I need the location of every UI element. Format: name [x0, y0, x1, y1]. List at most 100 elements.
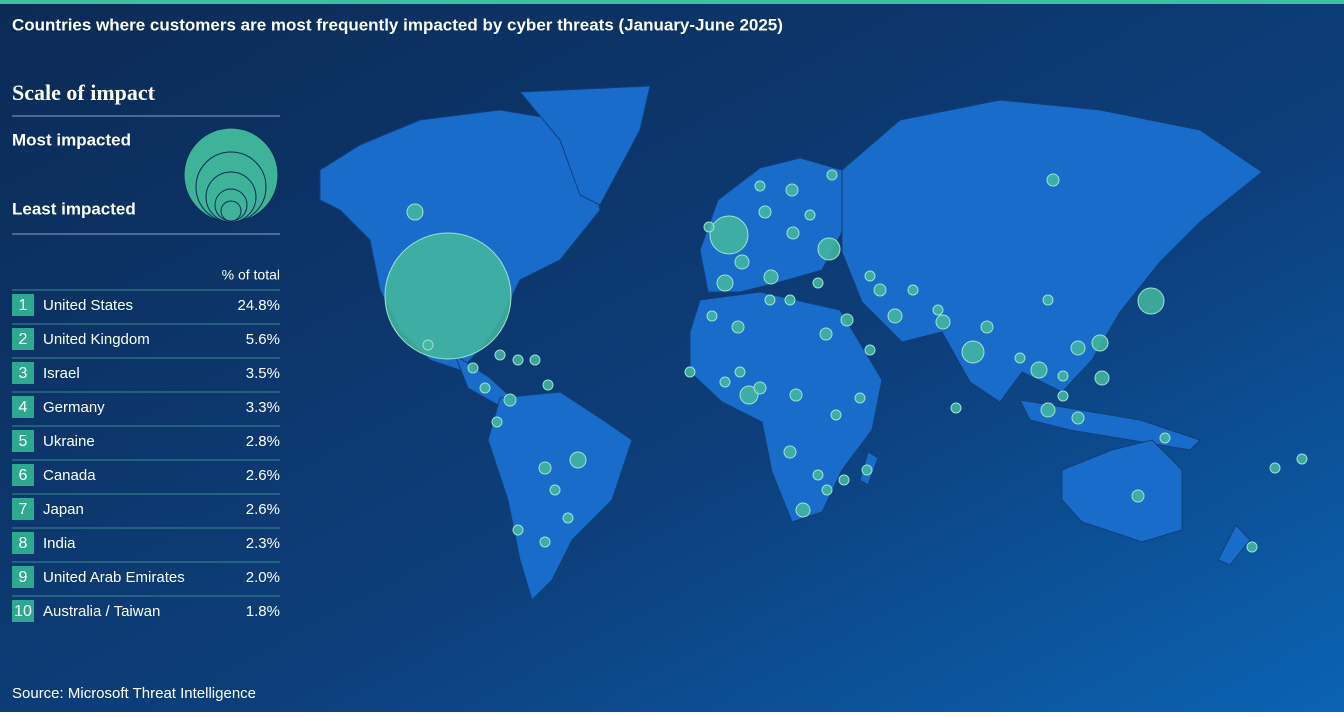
share: 2.0%	[246, 569, 280, 586]
impact-bubble	[1042, 294, 1054, 306]
rank-box	[12, 294, 34, 316]
impact-bubble	[826, 169, 838, 181]
impact-bubble	[1137, 287, 1165, 315]
legend-circles	[183, 127, 279, 223]
impact-bubble	[864, 270, 876, 282]
legend-circle	[220, 200, 242, 222]
impact-bubble	[1070, 340, 1086, 356]
impact-bubble	[980, 320, 994, 334]
impact-bubble	[786, 226, 800, 240]
rank: 7	[19, 501, 28, 518]
impact-bubble	[731, 320, 745, 334]
rank: 6	[19, 467, 28, 484]
share: 3.5%	[246, 365, 280, 382]
impact-bubble	[491, 416, 503, 428]
share: 3.3%	[246, 399, 280, 416]
rank-box	[12, 328, 34, 350]
impact-bubble	[1057, 390, 1069, 402]
rank-box	[12, 396, 34, 418]
impact-bubble	[795, 502, 811, 518]
impact-bubble	[854, 392, 866, 404]
country: Canada	[43, 467, 96, 484]
country: United Arab Emirates	[43, 569, 185, 586]
impact-bubble	[479, 382, 491, 394]
country: Germany	[43, 399, 105, 416]
title: Countries where customers are most frequ…	[12, 15, 783, 34]
impact-bubble	[887, 308, 903, 324]
source: Source: Microsoft Threat Intelligence	[12, 685, 256, 702]
legend-title: Scale of impact	[12, 80, 156, 105]
impact-bubble	[817, 237, 841, 261]
rank-box	[12, 362, 34, 384]
rank: 3	[19, 365, 28, 382]
impact-bubble	[1057, 370, 1069, 382]
impact-bubble	[1269, 462, 1281, 474]
impact-bubble	[764, 294, 776, 306]
impact-bubble	[1296, 453, 1308, 465]
rank-box	[12, 464, 34, 486]
greenland	[518, 85, 651, 206]
impact-bubble	[549, 484, 561, 496]
rank-box	[12, 430, 34, 452]
rank-box	[12, 498, 34, 520]
impact-bubble	[467, 362, 479, 374]
country: Japan	[43, 501, 84, 518]
impact-bubble	[1131, 489, 1145, 503]
impact-bubble	[512, 524, 524, 536]
impact-bubble	[384, 232, 512, 360]
impact-bubble	[684, 366, 696, 378]
south-america	[487, 391, 633, 601]
top-border	[0, 0, 1344, 4]
impact-bubble	[706, 310, 718, 322]
impact-bubble	[812, 277, 824, 289]
impact-bubble	[950, 402, 962, 414]
impact-bubble	[719, 376, 731, 388]
impact-bubble	[406, 203, 424, 221]
impact-bubble	[422, 339, 434, 351]
impact-bubble	[539, 536, 551, 548]
impact-bubble	[1246, 541, 1258, 553]
impact-bubble	[819, 327, 833, 341]
australia	[1061, 439, 1183, 543]
impact-bubble	[1014, 352, 1026, 364]
impact-bubble	[739, 385, 759, 405]
impact-bubble	[753, 381, 767, 395]
impact-bubble	[932, 304, 944, 316]
impact-bubble	[758, 205, 772, 219]
impact-bubble	[569, 451, 587, 469]
impact-bubble	[812, 469, 824, 481]
impact-bubble	[529, 354, 541, 366]
share: 2.8%	[246, 433, 280, 450]
impact-bubble	[734, 366, 746, 378]
share: 2.3%	[246, 535, 280, 552]
impact-bubble	[734, 254, 750, 270]
country: United Kingdom	[43, 331, 150, 348]
rank: 9	[19, 569, 28, 586]
impact-bubble	[864, 344, 876, 356]
rank: 2	[19, 331, 28, 348]
impact-bubble	[785, 183, 799, 197]
impact-bubble	[542, 379, 554, 391]
country: United States	[43, 297, 133, 314]
impact-bubble	[763, 269, 779, 285]
country: Israel	[43, 365, 80, 382]
rank: 1	[19, 297, 28, 314]
impact-bubble	[840, 313, 854, 327]
ranking-table: 1 United States 24.8%2 United Kingdom 5.6%3 I…	[12, 289, 280, 622]
impact-bubble	[1094, 370, 1110, 386]
table-header: % of total	[222, 267, 280, 283]
impact-bubble	[716, 274, 734, 292]
impact-bubble	[494, 349, 506, 361]
impact-bubble	[1159, 432, 1171, 444]
impact-bubble	[804, 209, 816, 221]
impact-bubble	[961, 340, 985, 364]
legend-least: Least impacted	[12, 199, 136, 218]
impact-bubble	[1046, 173, 1060, 187]
impact-bubble	[538, 461, 552, 475]
impact-bubble	[861, 464, 873, 476]
impact-bubble	[503, 393, 517, 407]
rank: 10	[14, 603, 32, 620]
impact-bubble	[873, 283, 887, 297]
